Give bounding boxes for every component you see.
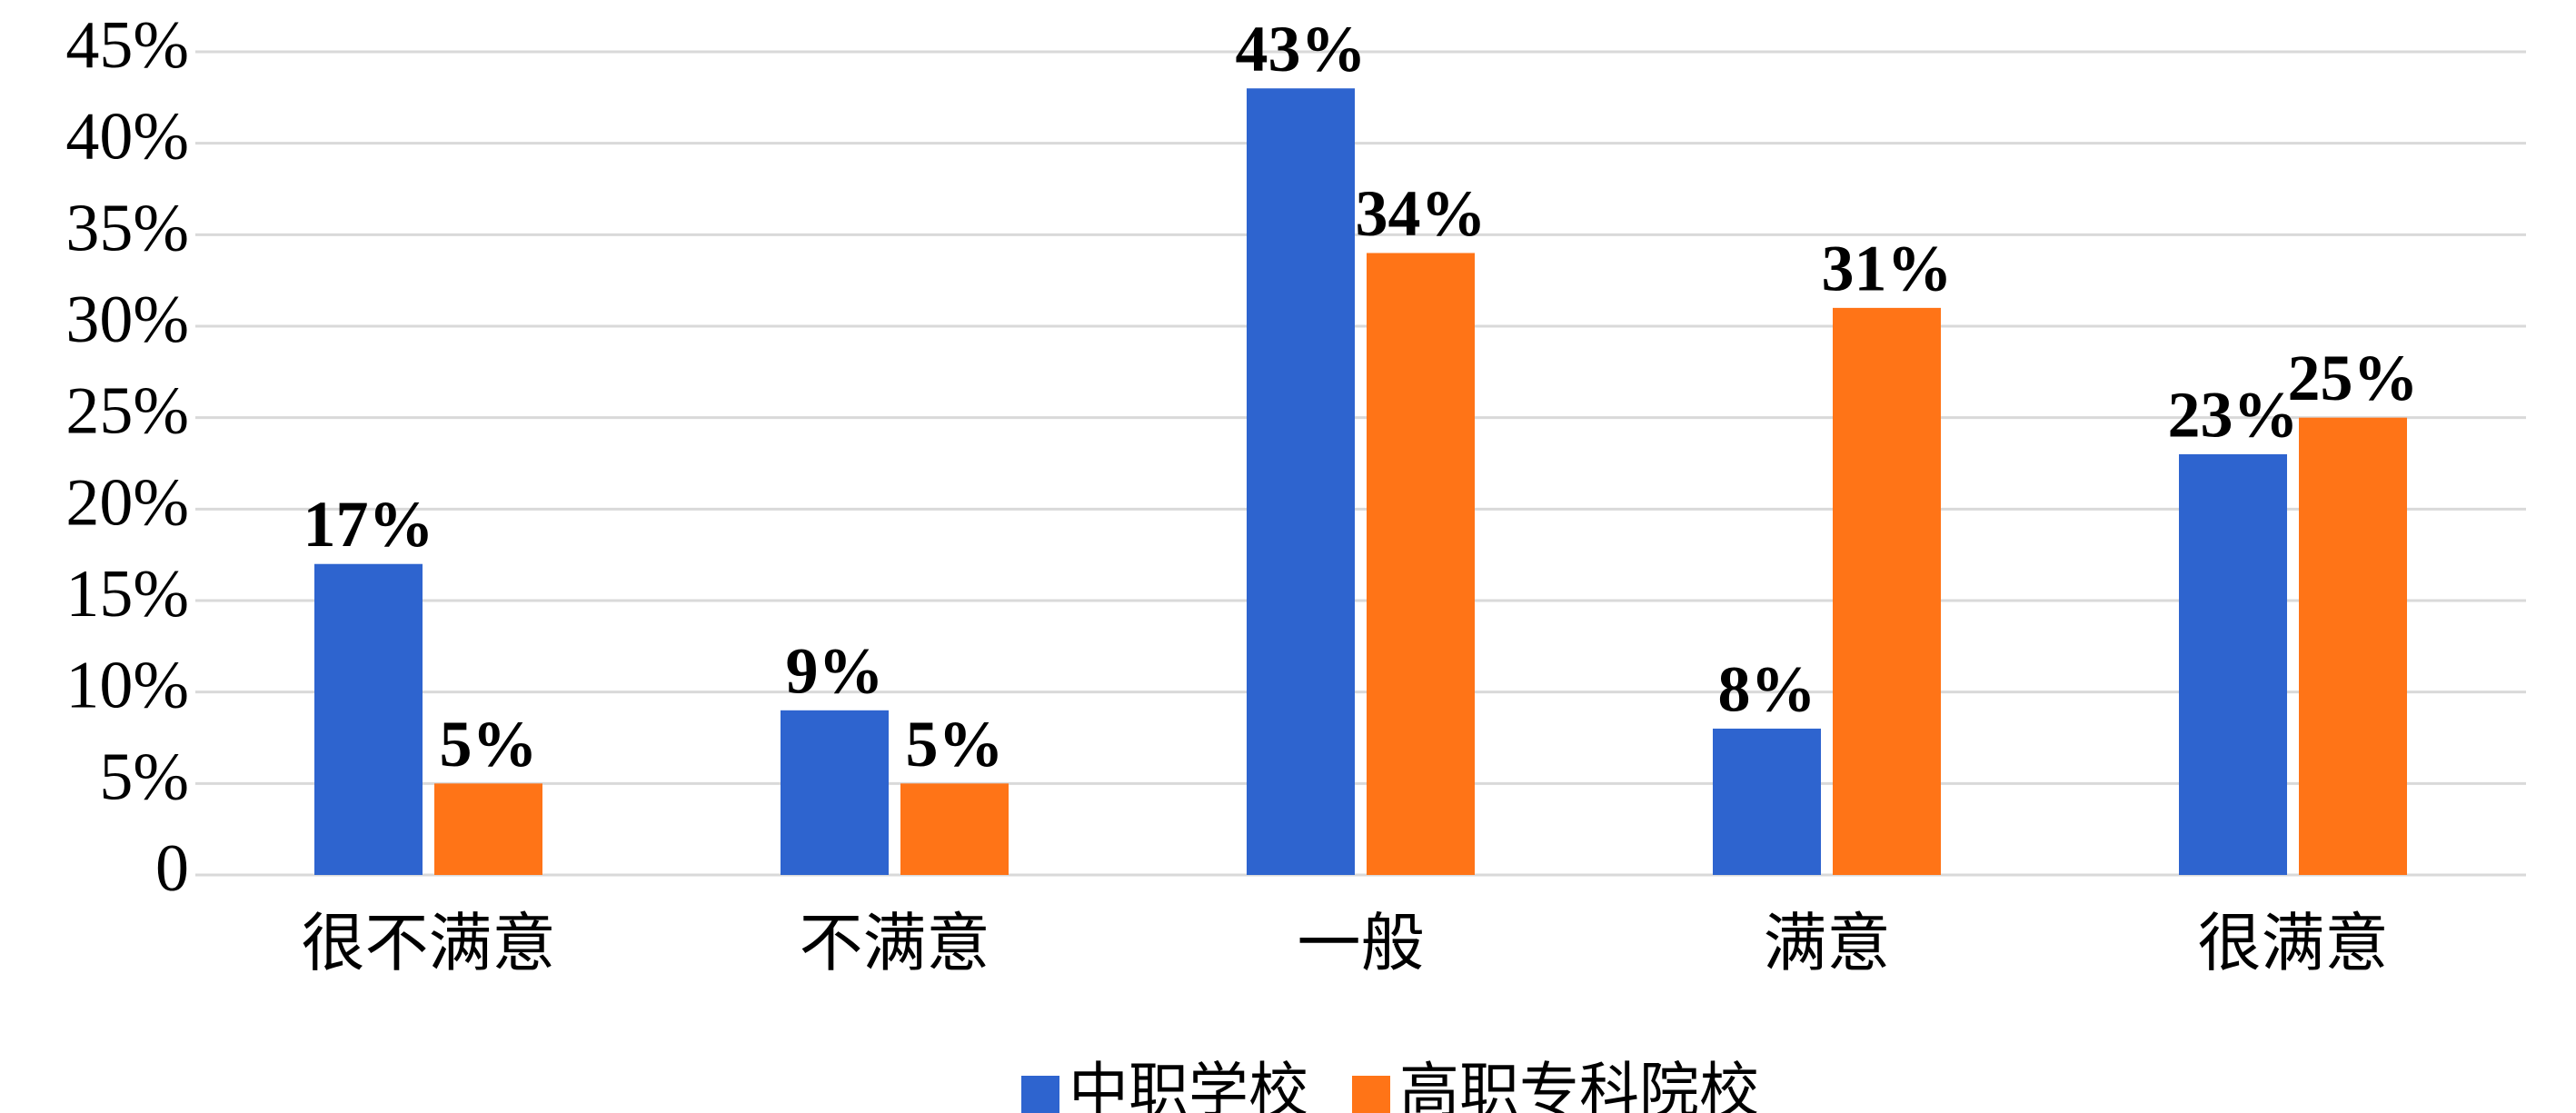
- y-tick-label: 40%: [65, 100, 189, 174]
- y-tick-label: 30%: [65, 283, 189, 357]
- bar: [900, 783, 1009, 875]
- y-tick-label: 15%: [65, 557, 189, 631]
- x-tick-label: 很不满意: [302, 906, 556, 980]
- value-label: 25%: [2288, 342, 2419, 414]
- legend-swatch: [1352, 1076, 1390, 1113]
- value-label: 31%: [1822, 232, 1953, 304]
- legend-label: 高职专科院校: [1399, 1056, 1759, 1113]
- bar: [1367, 253, 1475, 875]
- value-label: 8%: [1718, 652, 1816, 725]
- bar: [781, 710, 889, 875]
- x-tick-label: 满意: [1764, 906, 1891, 980]
- y-tick-label: 5%: [99, 740, 189, 814]
- x-tick-label: 很满意: [2198, 906, 2389, 980]
- bar: [314, 563, 423, 875]
- value-label: 17%: [303, 488, 434, 561]
- value-label: 9%: [786, 634, 884, 707]
- y-tick-label: 25%: [65, 374, 189, 449]
- x-tick-label: 不满意: [800, 906, 990, 980]
- x-tick-label: 一般: [1298, 906, 1425, 980]
- y-tick-label: 10%: [65, 649, 189, 723]
- bar: [434, 783, 542, 875]
- bar: [2299, 417, 2407, 875]
- value-label: 23%: [2168, 378, 2299, 451]
- value-label: 5%: [906, 708, 1004, 780]
- bar: [2179, 453, 2287, 875]
- legend-swatch: [1021, 1076, 1059, 1113]
- legend-label: 中职学校: [1069, 1056, 1308, 1113]
- y-tick-label: 0: [155, 831, 189, 906]
- y-tick-label: 35%: [65, 191, 189, 265]
- y-tick-label: 45%: [65, 8, 189, 83]
- y-tick-label: 20%: [65, 465, 189, 540]
- bar: [1833, 307, 1941, 875]
- bar: [1713, 728, 1821, 875]
- bar: [1247, 88, 1355, 876]
- value-label: 43%: [1236, 13, 1367, 85]
- value-label: 5%: [440, 708, 538, 780]
- value-label: 34%: [1356, 177, 1487, 250]
